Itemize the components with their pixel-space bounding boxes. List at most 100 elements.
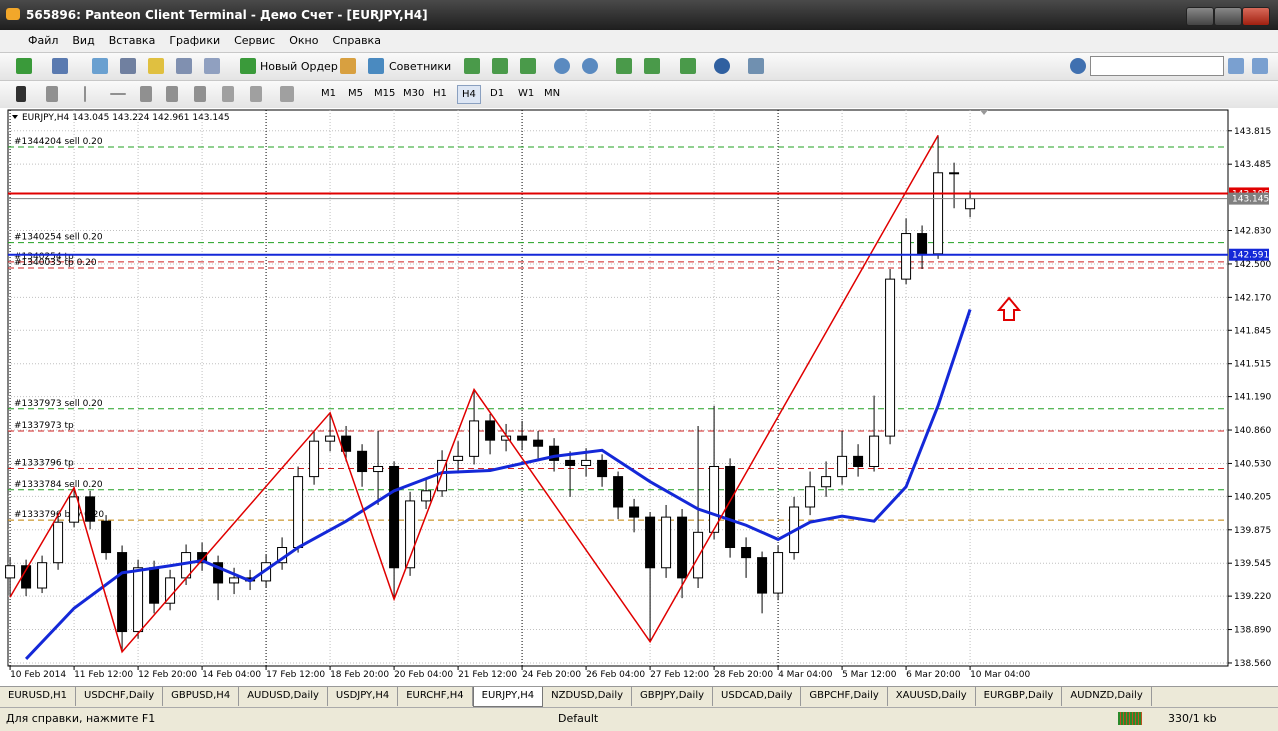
timeframe-button[interactable]: MN [544,88,561,99]
chart-tab[interactable]: GBPJPY,Daily [632,687,714,706]
tool-icon[interactable] [520,58,536,74]
search-box[interactable] [1090,56,1224,76]
timeframe-button[interactable]: M5 [348,88,363,99]
y-tick-label: 140.205 [1234,492,1271,502]
chart-tab[interactable]: XAUUSD,Daily [888,687,976,706]
menu-item[interactable]: Справка [332,34,381,47]
tool-icon[interactable] [644,58,660,74]
tool-icon[interactable] [1252,58,1268,74]
candle-body [581,459,592,466]
experts-button[interactable]: Советники [389,60,452,73]
chart-tab[interactable]: USDCHF,Daily [76,687,164,706]
tool-icon[interactable] [16,58,32,74]
tool-icon[interactable] [492,58,508,74]
label-tool[interactable] [250,86,262,102]
new-order-icon[interactable] [240,58,256,74]
price-tag [1229,192,1269,205]
buy-arrow [996,296,1022,321]
y-tick-label: 139.545 [1234,559,1271,569]
menu-item[interactable]: Файл [28,34,59,47]
timeframe-button[interactable]: M15 [374,88,396,99]
minimize-button[interactable] [1186,7,1214,26]
chart-tab[interactable]: NZDUSD,Daily [543,687,633,706]
x-tick-label: 6 Mar 20:00 [906,670,961,680]
tool-icon[interactable] [204,58,220,74]
chart-tab[interactable]: AUDNZD,Daily [1062,687,1152,706]
chart-tab[interactable]: GBPCHF,Daily [801,687,888,706]
search-button[interactable] [1228,58,1244,74]
tool-icon[interactable] [748,58,764,74]
menu-item[interactable]: Графики [169,34,221,47]
candle-body [741,547,752,559]
tool-icon[interactable] [92,58,108,74]
tool-icon[interactable] [148,58,164,74]
cursor-tool[interactable] [16,86,26,102]
timeframe-button[interactable]: H4 [457,85,481,104]
candle-body [821,476,832,488]
arrow-tool[interactable] [280,86,294,102]
timeframe-button[interactable]: M30 [403,88,425,99]
candle-body [373,465,384,473]
candle-body [677,516,688,579]
candle-body [901,233,912,280]
x-tick-label: 24 Feb 20:00 [522,670,581,680]
tool-icon[interactable] [52,58,68,74]
chart-tab[interactable]: EURJPY,H4 [472,687,544,707]
candle-body [565,459,576,466]
tool-icon[interactable] [616,58,632,74]
order-label: #1344204 sell 0.20 [14,137,103,147]
close-button[interactable] [1242,7,1270,26]
y-tick-label: 142.500 [1234,260,1271,270]
chart-tab[interactable]: USDCAD,Daily [713,687,802,706]
chart-tab[interactable]: USDJPY,H4 [328,687,399,706]
chart-tab[interactable]: EURGBP,Daily [976,687,1063,706]
experts-icon[interactable] [368,58,384,74]
settings-icon[interactable] [1070,58,1086,74]
tool-icon[interactable] [120,58,136,74]
candle-body [661,516,672,569]
menu-item[interactable]: Вставка [108,34,156,47]
trend-tool[interactable] [140,86,152,102]
window-title: 565896: Panteon Client Terminal - Демо С… [26,8,428,22]
candle-body [213,562,224,584]
chart-tab[interactable]: EURCHF,H4 [398,687,473,706]
candle-body [757,557,768,594]
zoom-in[interactable] [554,58,570,74]
tool-icon[interactable] [680,58,696,74]
new-order-button[interactable]: Новый Ордер [260,60,338,73]
channel-tool[interactable] [166,86,178,102]
plot-frame [7,109,1229,667]
timeframe-button[interactable]: M1 [321,88,336,99]
tool-icon[interactable] [464,58,480,74]
timeframe-button[interactable]: H1 [433,88,447,99]
text-tool[interactable] [222,86,234,102]
tool-icon[interactable] [340,58,356,74]
tool-icon[interactable] [176,58,192,74]
candle-body [629,506,640,518]
y-tick-label: 141.515 [1234,360,1271,370]
timeframe-button[interactable]: W1 [518,88,535,99]
crosshair-tool[interactable] [46,86,58,102]
order-label: #1333796 tp [14,459,74,469]
chart-tab[interactable]: EURUSD,H1 [0,687,77,706]
y-tick-label: 142.830 [1234,227,1271,237]
hline-tool[interactable] [110,93,126,95]
y-tick-label: 139.220 [1234,592,1271,602]
tool-icon[interactable] [714,58,730,74]
menu-item[interactable]: Вид [72,34,95,47]
menu-item[interactable]: Окно [289,34,319,47]
maximize-button[interactable] [1214,7,1242,26]
x-tick-label: 21 Feb 12:00 [458,670,517,680]
header-arrow [12,115,18,119]
menu-item[interactable]: Сервис [234,34,276,47]
candle-body [341,435,352,452]
status-traffic: 330/1 kb [1168,712,1217,725]
fibo-tool[interactable] [194,86,206,102]
chart-tab[interactable]: AUDUSD,Daily [239,687,328,706]
x-tick-label: 18 Feb 20:00 [330,670,389,680]
x-tick-label: 10 Feb 2014 [10,670,66,680]
zoom-out[interactable] [582,58,598,74]
vline-tool[interactable] [84,86,86,102]
timeframe-button[interactable]: D1 [490,88,505,99]
chart-tab[interactable]: GBPUSD,H4 [163,687,240,706]
